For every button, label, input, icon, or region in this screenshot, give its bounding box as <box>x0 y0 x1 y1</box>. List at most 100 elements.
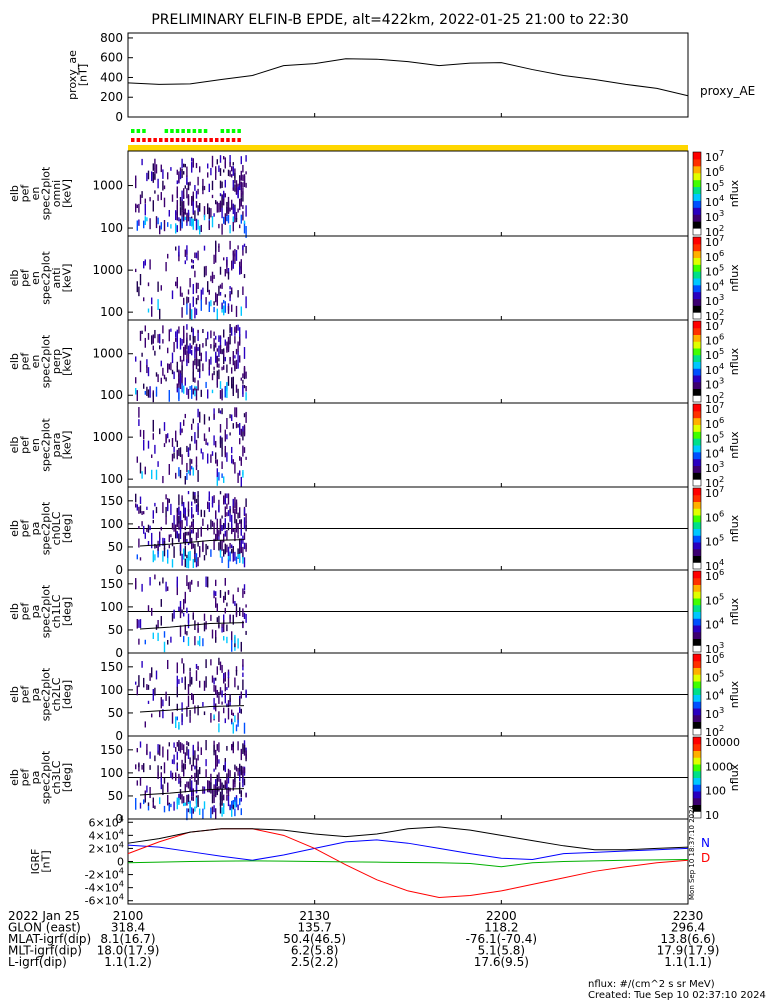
heatmap-cell <box>215 785 217 798</box>
heatmap-cell <box>203 801 206 810</box>
sci-marker-bottom <box>164 138 169 142</box>
heatmap-cell <box>168 498 170 503</box>
heatmap-cell <box>171 712 174 724</box>
heatmap-cell <box>235 180 238 187</box>
heatmap-cell <box>215 764 217 770</box>
heatmap-cell <box>227 590 230 595</box>
heatmap-cell <box>208 220 210 230</box>
heatmap-cell <box>138 619 140 628</box>
heatmap-cell <box>162 475 164 484</box>
footer-created: Created: Tue Sep 10 02:37:10 2024 <box>588 990 766 1000</box>
heatmap-cell <box>223 495 225 502</box>
orbit-row-value: 6.2(5.8) <box>291 944 339 958</box>
heatmap-cell <box>186 706 188 717</box>
heatmap-cell <box>167 172 169 180</box>
colorbar-segment <box>693 618 701 626</box>
heatmap-cell <box>199 549 201 558</box>
heatmap-cell <box>202 287 204 295</box>
heatmap-cell <box>197 665 199 670</box>
heatmap-cell <box>243 612 246 620</box>
heatmap-cell <box>210 549 212 557</box>
heatmap-cell <box>232 355 234 366</box>
heatmap-cell <box>191 787 193 797</box>
orbit-row-value: 2200 <box>486 909 517 923</box>
heatmap-cell <box>187 508 190 517</box>
heatmap-cell <box>213 744 215 756</box>
heatmap-cell <box>242 205 244 209</box>
heatmap-cell <box>197 528 199 538</box>
heatmap-cell <box>215 200 217 205</box>
heatmap-cell <box>221 515 223 519</box>
heatmap-cell <box>232 552 234 562</box>
heatmap-cell <box>240 170 242 181</box>
heatmap-cell <box>216 603 218 612</box>
heatmap-cell <box>149 577 151 586</box>
igrf-series-line <box>127 859 689 868</box>
heatmap-cell <box>157 619 159 628</box>
heatmap-cell <box>219 590 222 598</box>
heatmap-cell <box>138 219 140 226</box>
heatmap-cell <box>173 515 175 525</box>
heatmap-cell <box>162 537 164 546</box>
loss-cone-line <box>139 622 245 630</box>
heatmap-cell <box>239 456 241 461</box>
heatmap-cell <box>157 281 159 292</box>
heatmap-cell <box>218 742 220 753</box>
heatmap-cell <box>216 666 218 675</box>
heatmap-cell <box>186 607 188 614</box>
heatmap-cell <box>160 377 162 384</box>
heatmap-cell <box>171 194 174 202</box>
heatmap-cell <box>178 494 180 506</box>
heatmap-cell <box>239 177 241 185</box>
heatmap-cell <box>210 773 212 784</box>
heatmap-cell <box>229 293 231 298</box>
colorbar-segment <box>693 445 701 453</box>
heatmap-cell <box>139 741 142 748</box>
heatmap-cell <box>152 632 154 640</box>
heatmap-cell <box>237 522 239 529</box>
colorbar-tick-label: 104 <box>705 193 724 209</box>
heatmap-cell <box>199 363 201 372</box>
colorbar-frame <box>692 320 702 403</box>
heatmap-cell <box>221 366 223 371</box>
heatmap-cell <box>245 498 247 507</box>
heatmap-cell <box>175 331 177 338</box>
heatmap-cell <box>235 359 238 370</box>
heatmap-cell <box>175 430 177 442</box>
heatmap-cell <box>147 802 150 806</box>
heatmap-cell <box>173 371 175 380</box>
heatmap-cell <box>234 497 236 509</box>
heatmap-cell <box>223 794 225 801</box>
heatmap-cell <box>219 390 222 399</box>
heatmap-cell <box>207 576 209 588</box>
heatmap-cell <box>144 466 146 475</box>
heatmap-cell <box>245 525 247 532</box>
heatmap-cell <box>181 702 183 712</box>
heatmap-cell <box>189 581 191 592</box>
heatmap-cell <box>184 784 186 793</box>
heatmap-cell <box>223 305 225 316</box>
panel-ylabel: IGRF[nT] <box>29 849 53 875</box>
heatmap-cell <box>239 552 241 563</box>
heatmap-cell <box>176 662 178 674</box>
heatmap-cells <box>135 657 247 734</box>
heatmap-cell <box>221 408 223 415</box>
heatmap-cell <box>184 249 186 257</box>
heatmap-cell <box>157 632 159 642</box>
heatmap-cell <box>162 699 164 707</box>
heatmap-cell <box>245 155 247 162</box>
heatmap-cell <box>181 765 183 772</box>
heatmap-cell <box>138 526 140 530</box>
heatmap-cell <box>155 372 158 377</box>
heatmap-cell <box>218 711 220 722</box>
sci-marker-top <box>136 129 141 133</box>
heatmap-cell <box>205 297 207 305</box>
heatmap-cell <box>160 697 162 709</box>
heatmap-cell <box>181 658 183 664</box>
heatmap-cell <box>183 188 185 199</box>
heatmap-cell <box>242 546 244 559</box>
heatmap-cell <box>234 801 236 808</box>
